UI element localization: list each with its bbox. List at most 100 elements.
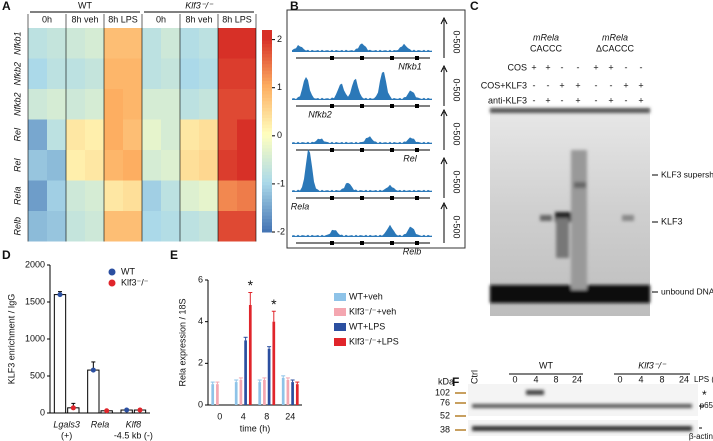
colorbar xyxy=(262,201,272,206)
heatmap-cell xyxy=(104,211,123,242)
condition-label: 0h xyxy=(42,14,52,24)
coverage xyxy=(292,136,432,144)
colorbar xyxy=(262,127,272,132)
colorbar xyxy=(262,110,272,115)
heatmap-cell xyxy=(104,119,123,150)
panel-label: F xyxy=(452,375,459,389)
scale: 0-500 xyxy=(452,122,462,145)
panel-label: E xyxy=(170,248,178,262)
legend-label: WT+LPS xyxy=(349,321,385,331)
band-label: KLF3 supershift xyxy=(661,169,713,179)
heatmap-cell xyxy=(237,150,256,181)
heatmap-cell xyxy=(180,211,199,242)
colorbar xyxy=(262,151,272,156)
blot xyxy=(468,384,698,416)
colorbar xyxy=(262,30,272,34)
probe-name: mRela xyxy=(533,32,559,42)
colorbar xyxy=(262,228,272,233)
heatmap-cell xyxy=(47,58,66,89)
colorbar xyxy=(262,33,272,38)
heatmap-cell xyxy=(66,28,85,59)
legend-dot xyxy=(108,268,116,276)
exon xyxy=(415,241,419,245)
heatmap-cell xyxy=(47,89,66,120)
dot xyxy=(70,405,76,411)
dot xyxy=(104,408,110,414)
heatmap-cell xyxy=(237,28,256,59)
y-tick-label: 2 xyxy=(198,358,203,368)
panel-label: D xyxy=(2,248,11,262)
heatmap-cell xyxy=(142,89,161,120)
heatmap-cell xyxy=(199,180,218,211)
blot-bands xyxy=(472,390,692,431)
sign: - xyxy=(547,80,550,90)
exon xyxy=(415,56,419,60)
bar xyxy=(267,348,271,405)
heatmap-cell xyxy=(142,119,161,150)
heatmap-cell xyxy=(180,28,199,59)
group-label: Klf3⁻/⁻ xyxy=(185,0,214,10)
colorbar-label: -2 xyxy=(277,226,285,236)
sign: + xyxy=(531,62,536,72)
colorbar xyxy=(262,104,272,108)
colorbar xyxy=(262,178,272,182)
heatmap-cell xyxy=(66,211,85,242)
colorbar-label: -1 xyxy=(277,178,285,188)
sign: + xyxy=(623,80,628,90)
legend-swatch xyxy=(334,308,346,316)
heatmap-cell xyxy=(218,150,237,181)
coverage xyxy=(292,224,432,237)
arrow xyxy=(440,156,448,165)
exon xyxy=(390,241,394,245)
colorbar xyxy=(262,67,272,71)
annotation: * xyxy=(248,277,254,293)
bar xyxy=(286,380,290,405)
x-tick-label: 0 xyxy=(217,411,222,421)
heatmap-cell xyxy=(123,211,142,242)
heatmap-cell xyxy=(104,28,123,59)
colorbar xyxy=(262,225,272,230)
row-label: anti-KLF3 xyxy=(488,95,527,105)
heatmap-cell xyxy=(123,150,142,181)
sign: + xyxy=(638,95,643,105)
heatmap-cell xyxy=(28,150,47,181)
heatmap-cell xyxy=(85,89,104,120)
row-label: Nfkb1 xyxy=(12,31,22,55)
unit: kDa xyxy=(438,376,454,386)
y-tick-label: 1500 xyxy=(25,296,45,306)
colorbar xyxy=(262,188,272,193)
exon xyxy=(330,56,334,60)
heatmap-cell xyxy=(237,58,256,89)
bar xyxy=(295,384,299,405)
legend-swatch xyxy=(334,293,346,301)
sign: - xyxy=(595,80,598,90)
sign: + xyxy=(575,95,580,105)
dot xyxy=(137,407,143,413)
x-tick-label: 24 xyxy=(285,411,295,421)
x-note: -4.5 kb (-) xyxy=(114,430,153,440)
colorbar xyxy=(262,171,272,176)
colorbar xyxy=(262,63,272,68)
row-label: Rel xyxy=(12,158,22,173)
gene-label: Nfkb2 xyxy=(308,109,332,119)
coverage xyxy=(292,149,432,192)
legend-label: Klf3⁻/⁻+veh xyxy=(349,306,396,316)
bar xyxy=(211,384,215,405)
bar xyxy=(87,369,100,414)
heatmap-cell xyxy=(123,28,142,59)
x-tick-label: 8 xyxy=(264,411,269,421)
colorbar xyxy=(262,215,272,220)
heatmap-cell xyxy=(47,180,66,211)
colorbar xyxy=(262,40,272,44)
ctrl: Ctrl xyxy=(469,370,479,384)
heatmap-cell xyxy=(180,119,199,150)
row-label: Relb xyxy=(12,217,22,236)
heatmap-cell xyxy=(85,119,104,150)
time-label: LPS (h) xyxy=(694,375,713,384)
sign: - xyxy=(533,80,536,90)
heatmap-cell xyxy=(142,58,161,89)
heatmap-cell xyxy=(199,119,218,150)
heatmap-cell xyxy=(237,89,256,120)
legend-swatch xyxy=(334,323,346,331)
